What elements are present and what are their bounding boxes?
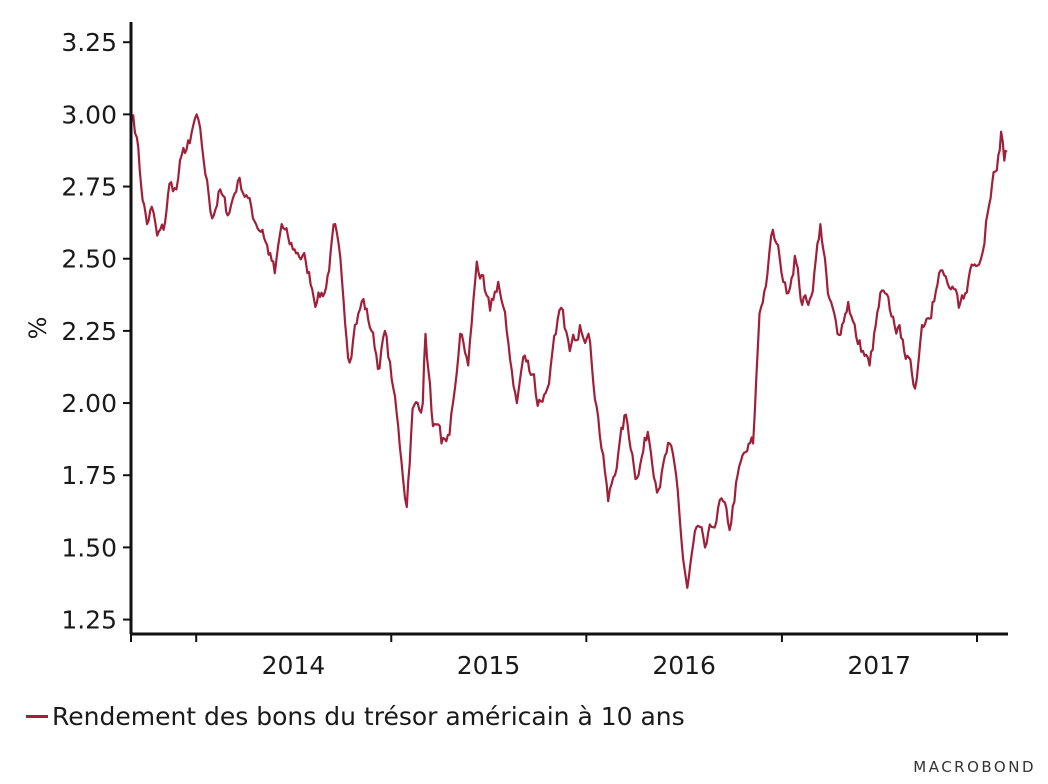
legend-label: Rendement des bons du trésor américain à… (52, 702, 685, 731)
y-tick-label: 2.75 (61, 173, 117, 202)
x-tick-label: 2016 (652, 651, 716, 680)
y-tick-label: 1.75 (61, 461, 117, 490)
x-tick-label: 2014 (262, 651, 326, 680)
y-tick-label: 3.00 (61, 100, 117, 129)
y-tick-label: 2.50 (61, 245, 117, 274)
x-tick-label: 2017 (847, 651, 911, 680)
macrobond-logo: MACROBOND (913, 758, 1036, 776)
y-tick-label: 1.25 (61, 606, 117, 635)
y-tick-label: 2.25 (61, 317, 117, 346)
x-axis-ticks: 2014 2015 2016 2017 (130, 634, 979, 680)
series-layer (132, 113, 1008, 589)
x-tick-label: 2015 (457, 651, 521, 680)
legend-swatch (26, 715, 48, 718)
y-axis-ticks: 1.25 1.50 1.75 2.00 2.25 2.50 2.75 3.00 3.25 (61, 28, 131, 635)
chart-plot-area: 1.25 1.50 1.75 2.00 2.25 2.50 2.75 3.00 3.25 201… (24, 22, 1008, 680)
series-line (132, 113, 1008, 589)
y-tick-label: 1.50 (61, 533, 117, 562)
y-tick-label: 3.25 (61, 28, 117, 57)
legend: Rendement des bons du trésor américain à… (26, 702, 685, 731)
y-axis-title: % (24, 317, 52, 340)
y-tick-label: 2.00 (61, 389, 117, 418)
